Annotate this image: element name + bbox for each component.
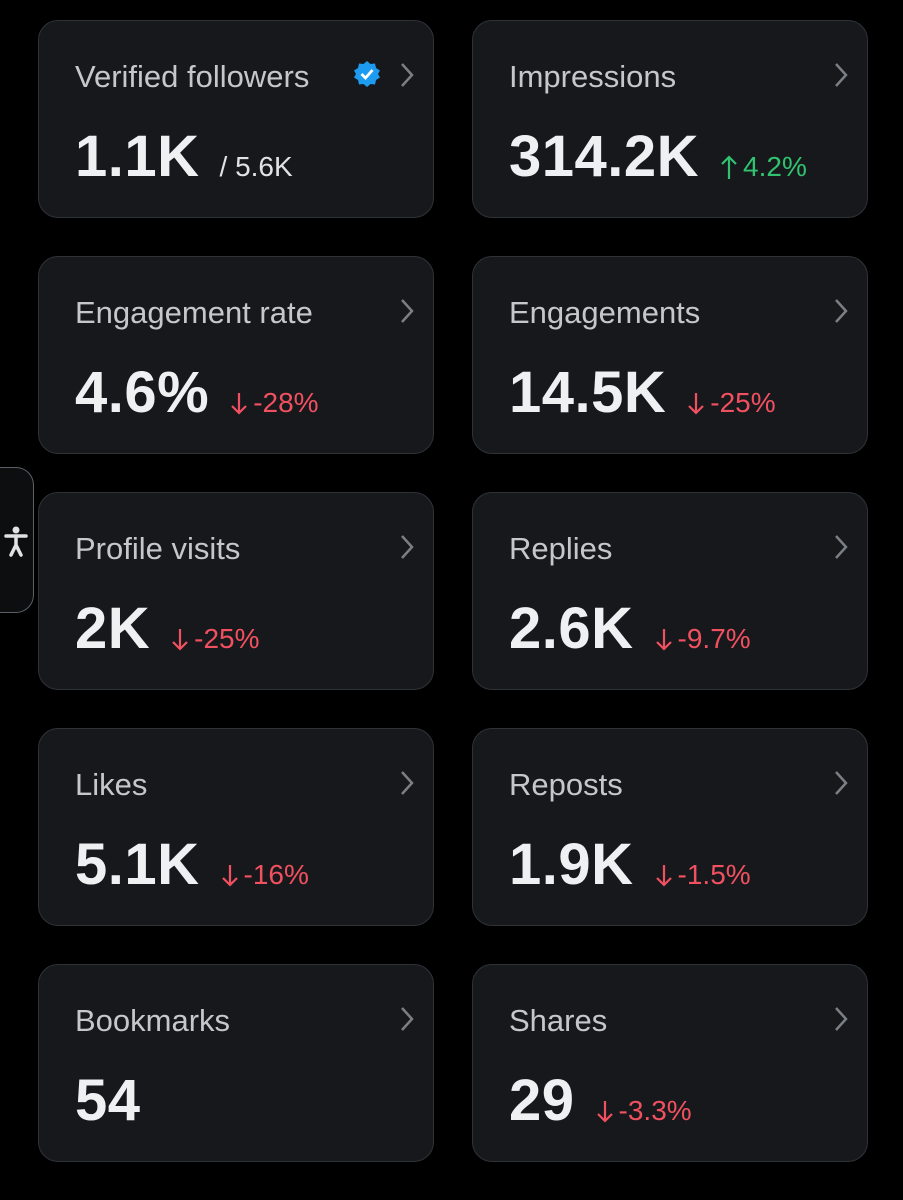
chevron bbox=[401, 299, 414, 323]
metric-label: Impressions bbox=[509, 58, 677, 94]
metric-row: 14.5K -25% bbox=[509, 359, 776, 426]
metric-row: 314.2K 4.2% bbox=[509, 123, 807, 190]
accessibility-icon bbox=[4, 526, 28, 557]
metric-label: Engagement rate bbox=[75, 294, 313, 330]
metric-card[interactable]: Reposts 1.9K -1.5% bbox=[472, 728, 868, 926]
metric-card[interactable]: Engagements 14.5K -25% bbox=[472, 256, 868, 454]
metric-card[interactable]: Shares 29 -3.3% bbox=[472, 964, 868, 1162]
arrow-down bbox=[231, 393, 247, 415]
chevron bbox=[835, 63, 848, 87]
chevron bbox=[401, 63, 414, 87]
metric-change: -16% bbox=[220, 859, 309, 891]
metric-value: 4.6% bbox=[75, 360, 210, 425]
metric-row: 1.9K -1.5% bbox=[509, 831, 751, 898]
metric-card[interactable]: Verified followers 1.1K / 5.6K bbox=[38, 20, 434, 218]
metric-label: Profile visits bbox=[75, 530, 241, 566]
arrow-down bbox=[655, 629, 672, 651]
metric-value: 1.9K bbox=[509, 832, 634, 897]
metric-change: -3.3% bbox=[595, 1095, 692, 1127]
chevron bbox=[835, 1007, 848, 1031]
metric-label: Reposts bbox=[509, 766, 623, 802]
metric-card[interactable]: Bookmarks 54 bbox=[38, 964, 434, 1162]
arrow-down bbox=[221, 865, 238, 887]
metric-label: Engagements bbox=[509, 294, 701, 330]
arrow-up bbox=[721, 155, 737, 179]
metric-card[interactable]: Engagement rate 4.6% -28% bbox=[38, 256, 434, 454]
metric-value: 314.2K bbox=[509, 124, 700, 189]
change-text: -1.5% bbox=[677, 859, 751, 890]
metric-row: 1.1K / 5.6K bbox=[75, 123, 293, 190]
change-text: -25% bbox=[710, 387, 776, 418]
arrow-down bbox=[688, 393, 705, 415]
metric-change: -9.7% bbox=[654, 623, 751, 655]
change-text: -3.3% bbox=[618, 1095, 692, 1126]
metric-change: -25% bbox=[686, 387, 776, 419]
chevron bbox=[835, 535, 848, 559]
metric-card[interactable]: Impressions 314.2K 4.2% bbox=[472, 20, 868, 218]
metric-row: 29 -3.3% bbox=[509, 1067, 692, 1134]
metric-value: 2K bbox=[75, 596, 151, 661]
metric-card[interactable]: Profile visits 2K -25% bbox=[38, 492, 434, 690]
metric-value: 2.6K bbox=[509, 596, 634, 661]
change-text: -16% bbox=[243, 859, 309, 890]
chevron bbox=[835, 771, 848, 795]
chevron bbox=[835, 299, 848, 323]
accessibility-tab[interactable] bbox=[0, 467, 34, 613]
metric-change: -1.5% bbox=[654, 859, 751, 891]
chevron bbox=[401, 535, 414, 559]
metric-card[interactable]: Likes 5.1K -16% bbox=[38, 728, 434, 926]
metric-row: 2K -25% bbox=[75, 595, 260, 662]
metric-label: Shares bbox=[509, 1002, 608, 1038]
metric-row: 4.6% -28% bbox=[75, 359, 319, 426]
arrow-down bbox=[655, 865, 672, 887]
metric-label: Verified followers bbox=[75, 58, 310, 94]
metric-row: 54 bbox=[75, 1067, 141, 1134]
verified-badge bbox=[354, 61, 380, 87]
metric-value: 29 bbox=[509, 1068, 575, 1133]
change-text: 4.2% bbox=[743, 151, 807, 182]
metric-change: -28% bbox=[229, 387, 319, 419]
metric-row: 2.6K -9.7% bbox=[509, 595, 751, 662]
metric-total: / 5.6K bbox=[219, 151, 293, 182]
metric-label: Replies bbox=[509, 530, 613, 566]
metric-change: -25% bbox=[170, 623, 260, 655]
chevron bbox=[401, 771, 414, 795]
metric-change: 4.2% bbox=[719, 151, 807, 183]
metric-value: 14.5K bbox=[509, 360, 667, 425]
metric-value: 5.1K bbox=[75, 832, 200, 897]
chevron bbox=[401, 1007, 414, 1031]
metric-row: 5.1K -16% bbox=[75, 831, 309, 898]
metric-label: Likes bbox=[75, 766, 148, 802]
change-text: -9.7% bbox=[677, 623, 751, 654]
metric-value: 1.1K bbox=[75, 124, 200, 189]
metric-value: 54 bbox=[75, 1068, 141, 1133]
metric-label: Bookmarks bbox=[75, 1002, 231, 1038]
change-text: -28% bbox=[253, 387, 319, 418]
arrow-down bbox=[172, 629, 188, 651]
arrow-down bbox=[596, 1101, 613, 1123]
metric-card[interactable]: Replies 2.6K -9.7% bbox=[472, 492, 868, 690]
change-text: -25% bbox=[194, 623, 260, 654]
